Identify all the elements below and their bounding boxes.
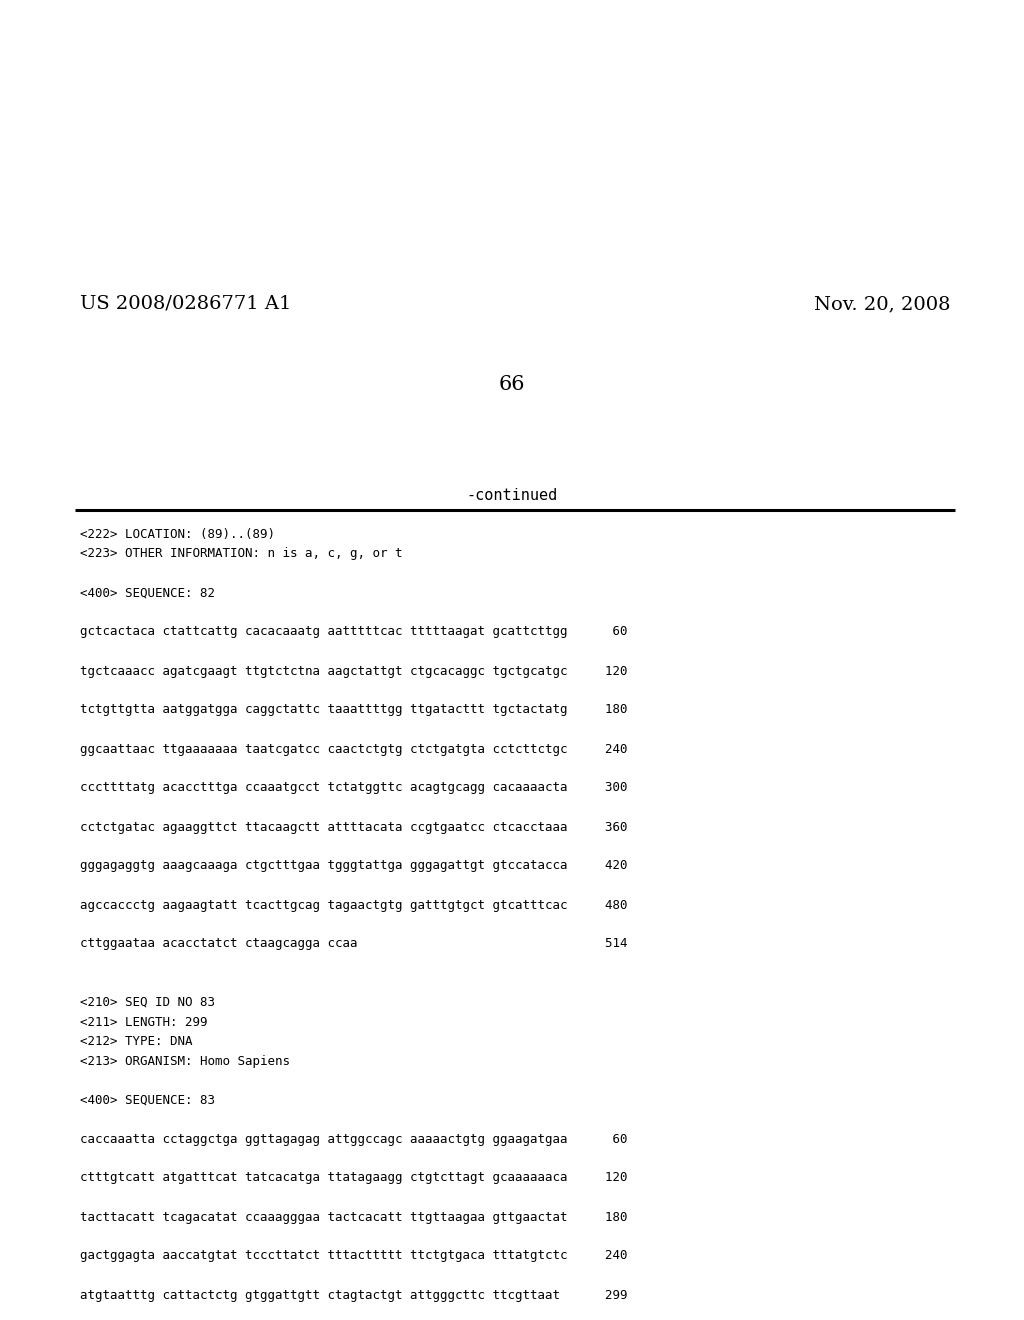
Text: tacttacatt tcagacatat ccaaagggaa tactcacatt ttgttaagaa gttgaactat     180: tacttacatt tcagacatat ccaaagggaa tactcac… — [80, 1210, 628, 1224]
Text: cccttttatg acacctttga ccaaatgcct tctatggttc acagtgcagg cacaaaacta     300: cccttttatg acacctttga ccaaatgcct tctatgg… — [80, 781, 628, 795]
Text: ggcaattaac ttgaaaaaaa taatcgatcc caactctgtg ctctgatgta cctcttctgc     240: ggcaattaac ttgaaaaaaa taatcgatcc caactct… — [80, 742, 628, 755]
Text: gactggagta aaccatgtat tcccttatct tttacttttt ttctgtgaca tttatgtctc     240: gactggagta aaccatgtat tcccttatct tttactt… — [80, 1250, 628, 1262]
Text: tctgttgtta aatggatgga caggctattc taaattttgg ttgatacttt tgctactatg     180: tctgttgtta aatggatgga caggctattc taaattt… — [80, 704, 628, 717]
Text: <210> SEQ ID NO 83: <210> SEQ ID NO 83 — [80, 997, 215, 1008]
Text: <400> SEQUENCE: 83: <400> SEQUENCE: 83 — [80, 1093, 215, 1106]
Text: gggagaggtg aaagcaaaga ctgctttgaa tgggtattga gggagattgt gtccatacca     420: gggagaggtg aaagcaaaga ctgctttgaa tgggtat… — [80, 859, 628, 873]
Text: 66: 66 — [499, 375, 525, 393]
Text: cctctgatac agaaggttct ttacaagctt attttacata ccgtgaatcc ctcacctaaa     360: cctctgatac agaaggttct ttacaagctt attttac… — [80, 821, 628, 833]
Text: US 2008/0286771 A1: US 2008/0286771 A1 — [80, 294, 292, 313]
Text: <222> LOCATION: (89)..(89): <222> LOCATION: (89)..(89) — [80, 528, 275, 541]
Text: <400> SEQUENCE: 82: <400> SEQUENCE: 82 — [80, 586, 215, 599]
Text: agccaccctg aagaagtatt tcacttgcag tagaactgtg gatttgtgct gtcatttcac     480: agccaccctg aagaagtatt tcacttgcag tagaact… — [80, 899, 628, 912]
Text: -continued: -continued — [466, 488, 558, 503]
Text: <211> LENGTH: 299: <211> LENGTH: 299 — [80, 1015, 208, 1028]
Text: <213> ORGANISM: Homo Sapiens: <213> ORGANISM: Homo Sapiens — [80, 1055, 290, 1068]
Text: gctcactaca ctattcattg cacacaaatg aatttttcac tttttaagat gcattcttgg      60: gctcactaca ctattcattg cacacaaatg aattttt… — [80, 626, 628, 639]
Text: <212> TYPE: DNA: <212> TYPE: DNA — [80, 1035, 193, 1048]
Text: tgctcaaacc agatcgaagt ttgtctctna aagctattgt ctgcacaggc tgctgcatgc     120: tgctcaaacc agatcgaagt ttgtctctna aagctat… — [80, 664, 628, 677]
Text: atgtaatttg cattactctg gtggattgtt ctagtactgt attgggcttc ttcgttaat      299: atgtaatttg cattactctg gtggattgtt ctagtac… — [80, 1288, 628, 1302]
Text: <223> OTHER INFORMATION: n is a, c, g, or t: <223> OTHER INFORMATION: n is a, c, g, o… — [80, 548, 402, 561]
Text: cttggaataa acacctatct ctaagcagga ccaa                                 514: cttggaataa acacctatct ctaagcagga ccaa 51… — [80, 937, 628, 950]
Text: Nov. 20, 2008: Nov. 20, 2008 — [813, 294, 950, 313]
Text: ctttgtcatt atgatttcat tatcacatga ttatagaagg ctgtcttagt gcaaaaaaca     120: ctttgtcatt atgatttcat tatcacatga ttataga… — [80, 1172, 628, 1184]
Text: caccaaatta cctaggctga ggttagagag attggccagc aaaaactgtg ggaagatgaa      60: caccaaatta cctaggctga ggttagagag attggcc… — [80, 1133, 628, 1146]
